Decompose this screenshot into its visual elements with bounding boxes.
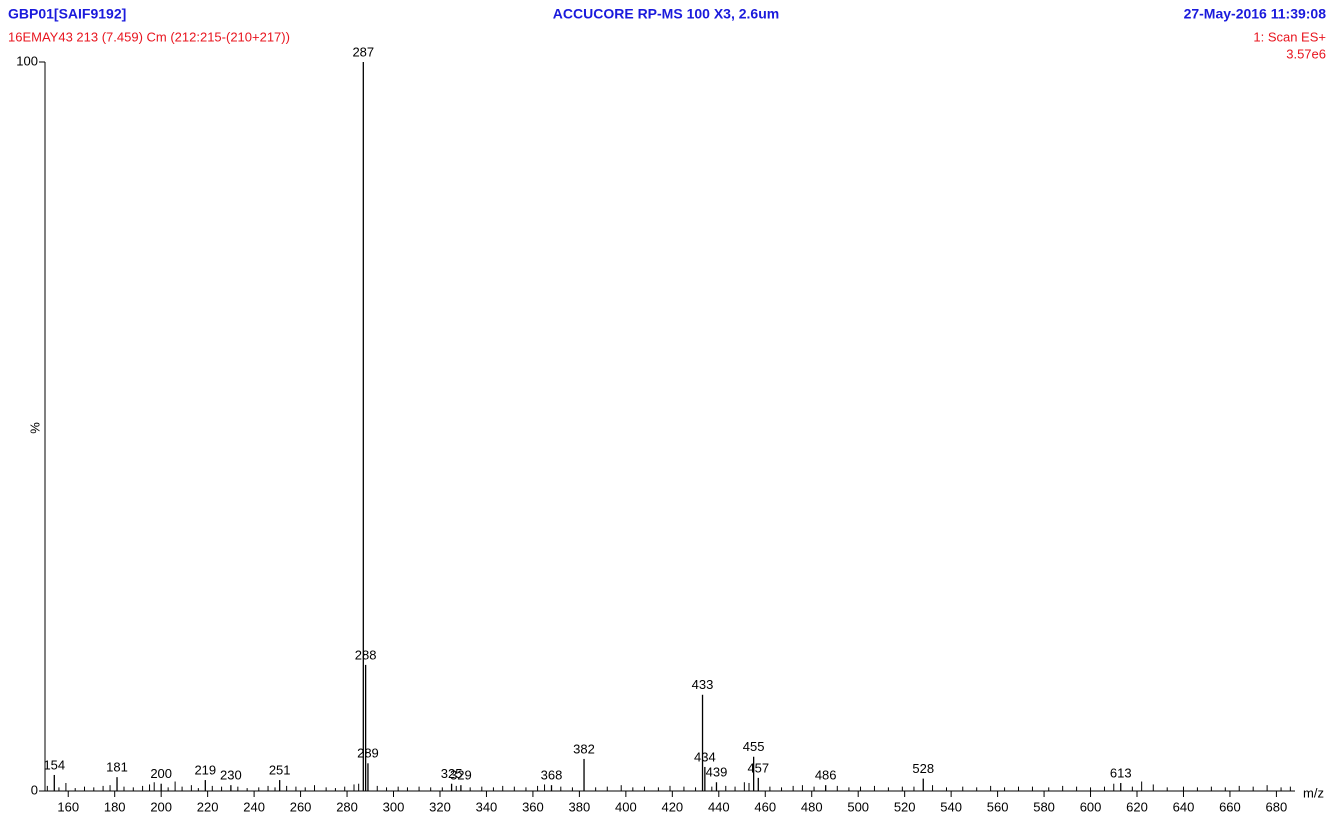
x-tick-label: 280 [336,799,358,814]
peak-label: 200 [150,766,172,781]
peak-label: 382 [573,741,595,756]
peak-label: 230 [220,768,242,783]
peak-label: 329 [450,768,472,783]
x-tick-label: 560 [987,799,1009,814]
x-axis-label: m/z [1303,785,1324,800]
scan-info: 1: Scan ES+ [1253,29,1326,44]
x-tick-label: 640 [1173,799,1195,814]
x-tick-label: 420 [661,799,683,814]
x-tick-label: 460 [754,799,776,814]
x-tick-label: 660 [1219,799,1241,814]
peak-label: 154 [43,757,65,772]
x-tick-label: 160 [57,799,79,814]
x-tick-label: 440 [708,799,730,814]
peak-label: 434 [694,749,716,764]
peak-label: 289 [357,746,379,761]
x-tick-label: 320 [429,799,451,814]
chart-title: ACCUCORE RP-MS 100 X3, 2.6um [553,6,779,22]
peak-label: 457 [747,760,769,775]
peak-label: 433 [692,677,714,692]
x-tick-label: 180 [104,799,126,814]
peak-label: 528 [912,761,934,776]
peak-label: 455 [743,739,765,754]
x-tick-label: 400 [615,799,637,814]
y-tick-label: 0 [31,782,38,797]
x-tick-label: 600 [1080,799,1102,814]
x-tick-label: 580 [1033,799,1055,814]
x-tick-label: 620 [1126,799,1148,814]
x-tick-label: 540 [940,799,962,814]
peak-label: 368 [541,768,563,783]
x-tick-label: 520 [894,799,916,814]
x-tick-label: 240 [243,799,265,814]
y-tick-label: 100 [16,53,38,68]
peak-label: 486 [815,768,837,783]
peak-label: 439 [706,765,728,780]
peak-label: 613 [1110,765,1132,780]
x-tick-label: 360 [522,799,544,814]
x-tick-label: 300 [383,799,405,814]
x-tick-label: 480 [801,799,823,814]
peak-label: 287 [352,44,374,59]
x-tick-label: 340 [476,799,498,814]
x-tick-label: 380 [569,799,591,814]
peak-label: 325 [441,766,463,781]
x-tick-label: 200 [150,799,172,814]
x-tick-label: 260 [290,799,312,814]
peak-label: 288 [355,647,377,662]
y-axis-label: % [27,422,42,434]
x-tick-label: 220 [197,799,219,814]
date: 27-May-2016 11:39:08 [1184,6,1327,22]
subtitle: 16EMAY43 213 (7.459) Cm (212:215-(210+21… [8,29,290,44]
sample-id: GBP01[SAIF9192] [8,6,126,22]
peak-label: 219 [194,763,216,778]
x-tick-label: 500 [847,799,869,814]
peak-label: 181 [106,760,128,775]
x-tick-label: 680 [1266,799,1288,814]
intensity: 3.57e6 [1286,46,1326,61]
peak-label: 251 [269,763,291,778]
